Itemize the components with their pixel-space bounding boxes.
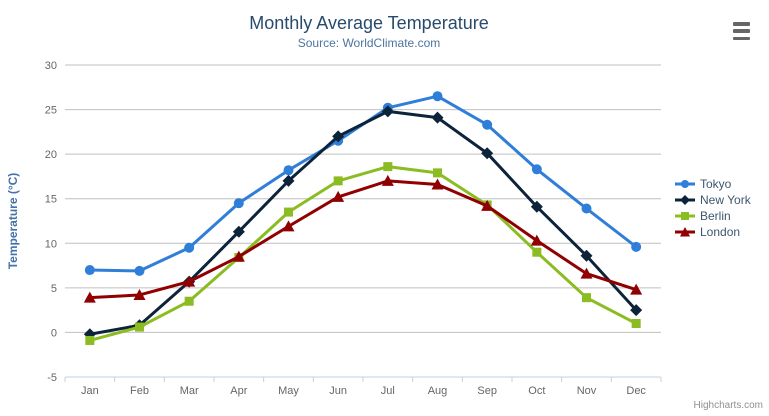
series-tokyo xyxy=(84,91,642,276)
point-new-york-apr[interactable] xyxy=(232,225,245,238)
point-london-may[interactable] xyxy=(282,220,295,232)
point-new-york-dec[interactable] xyxy=(630,304,643,317)
point-tokyo-mar[interactable] xyxy=(184,242,195,253)
point-london-apr[interactable] xyxy=(232,250,245,262)
point-berlin-jul[interactable] xyxy=(383,162,393,172)
series-berlin xyxy=(85,162,641,345)
point-berlin-feb[interactable] xyxy=(135,322,144,332)
y-axis-label: 15 xyxy=(45,194,57,206)
point-london-oct[interactable] xyxy=(530,234,543,246)
point-london-nov[interactable] xyxy=(580,267,593,279)
y-axis-label: 10 xyxy=(45,238,57,250)
x-axis-label: Sep xyxy=(477,385,497,397)
point-tokyo-feb[interactable] xyxy=(134,265,145,276)
legend-item-london[interactable]: London xyxy=(675,224,751,240)
series-london-line xyxy=(88,179,638,300)
point-london-feb[interactable] xyxy=(133,288,146,300)
point-berlin-aug[interactable] xyxy=(433,168,442,178)
x-axis-label: May xyxy=(278,385,299,397)
x-axis-label: Nov xyxy=(577,385,597,397)
legend-label-berlin: Berlin xyxy=(700,209,731,223)
point-tokyo-dec[interactable] xyxy=(631,241,642,252)
hamburger-icon xyxy=(733,22,750,26)
export-menu-button[interactable] xyxy=(733,22,751,40)
x-axis-label: Dec xyxy=(626,385,646,397)
chart-subtitle: Source: WorldClimate.com xyxy=(297,36,441,50)
point-berlin-nov[interactable] xyxy=(582,293,591,303)
series-berlin-line xyxy=(88,165,638,342)
legend-square-icon xyxy=(675,212,695,220)
legend-item-new-york[interactable]: New York xyxy=(675,192,751,208)
point-new-york-aug[interactable] xyxy=(431,111,444,124)
series-new-york xyxy=(83,105,643,341)
legend-label-new-york: New York xyxy=(700,193,751,207)
series-london xyxy=(83,174,643,303)
point-berlin-dec[interactable] xyxy=(631,319,641,329)
y-axis-label: 25 xyxy=(45,105,57,117)
point-london-sep[interactable] xyxy=(481,199,494,211)
point-london-jul[interactable] xyxy=(381,174,394,186)
point-new-york-jul[interactable] xyxy=(381,105,394,118)
point-new-york-jun[interactable] xyxy=(332,130,345,143)
point-london-jun[interactable] xyxy=(332,190,345,202)
legend-diamond-icon xyxy=(675,195,695,205)
point-berlin-oct[interactable] xyxy=(532,247,542,257)
point-berlin-may[interactable] xyxy=(284,207,293,217)
legend-item-berlin[interactable]: Berlin xyxy=(675,208,751,224)
legend-circle-icon xyxy=(675,180,695,188)
point-london-jan[interactable] xyxy=(83,291,96,303)
point-london-mar[interactable] xyxy=(183,275,196,287)
point-new-york-oct[interactable] xyxy=(530,200,543,213)
y-axis-label: 20 xyxy=(45,149,57,161)
point-new-york-sep[interactable] xyxy=(481,147,494,160)
point-tokyo-aug[interactable] xyxy=(432,91,443,102)
y-axis-label: 0 xyxy=(51,327,57,339)
legend-label-tokyo: Tokyo xyxy=(700,177,732,191)
chart-title: Monthly Average Temperature xyxy=(249,13,489,33)
point-tokyo-apr[interactable] xyxy=(233,198,244,209)
point-new-york-nov[interactable] xyxy=(580,249,593,262)
point-new-york-may[interactable] xyxy=(282,174,295,187)
y-axis-label: 5 xyxy=(51,283,57,295)
x-axis-label: Oct xyxy=(528,385,545,397)
credits-link[interactable]: Highcharts.com xyxy=(693,400,763,411)
x-axis-label: Jul xyxy=(381,385,395,397)
point-tokyo-may[interactable] xyxy=(283,165,294,176)
y-axis-label: -5 xyxy=(47,372,57,384)
legend-label-london: London xyxy=(700,225,741,239)
legend-item-tokyo[interactable]: Tokyo xyxy=(675,176,751,192)
x-axis-label: Apr xyxy=(230,385,247,397)
point-london-aug[interactable] xyxy=(431,178,444,190)
point-tokyo-sep[interactable] xyxy=(482,119,493,130)
point-tokyo-nov[interactable] xyxy=(581,203,592,214)
point-london-dec[interactable] xyxy=(630,283,643,295)
legend-triangle-icon xyxy=(675,227,695,237)
y-axis-title: Temperature (°C) xyxy=(6,173,20,270)
point-tokyo-jan[interactable] xyxy=(84,265,95,276)
point-berlin-jun[interactable] xyxy=(333,176,343,186)
point-berlin-mar[interactable] xyxy=(184,296,194,306)
x-axis-label: Mar xyxy=(180,385,199,397)
x-axis-label: Feb xyxy=(130,385,149,397)
point-berlin-jan[interactable] xyxy=(85,335,95,345)
x-axis-label: Jun xyxy=(329,385,347,397)
point-tokyo-oct[interactable] xyxy=(531,164,542,175)
x-axis-label: Jan xyxy=(81,385,99,397)
series-new-york-line xyxy=(88,109,638,336)
legend: Tokyo New York Berlin London xyxy=(675,176,751,240)
x-axis-label: Aug xyxy=(428,385,448,397)
y-axis-label: 30 xyxy=(45,60,57,72)
